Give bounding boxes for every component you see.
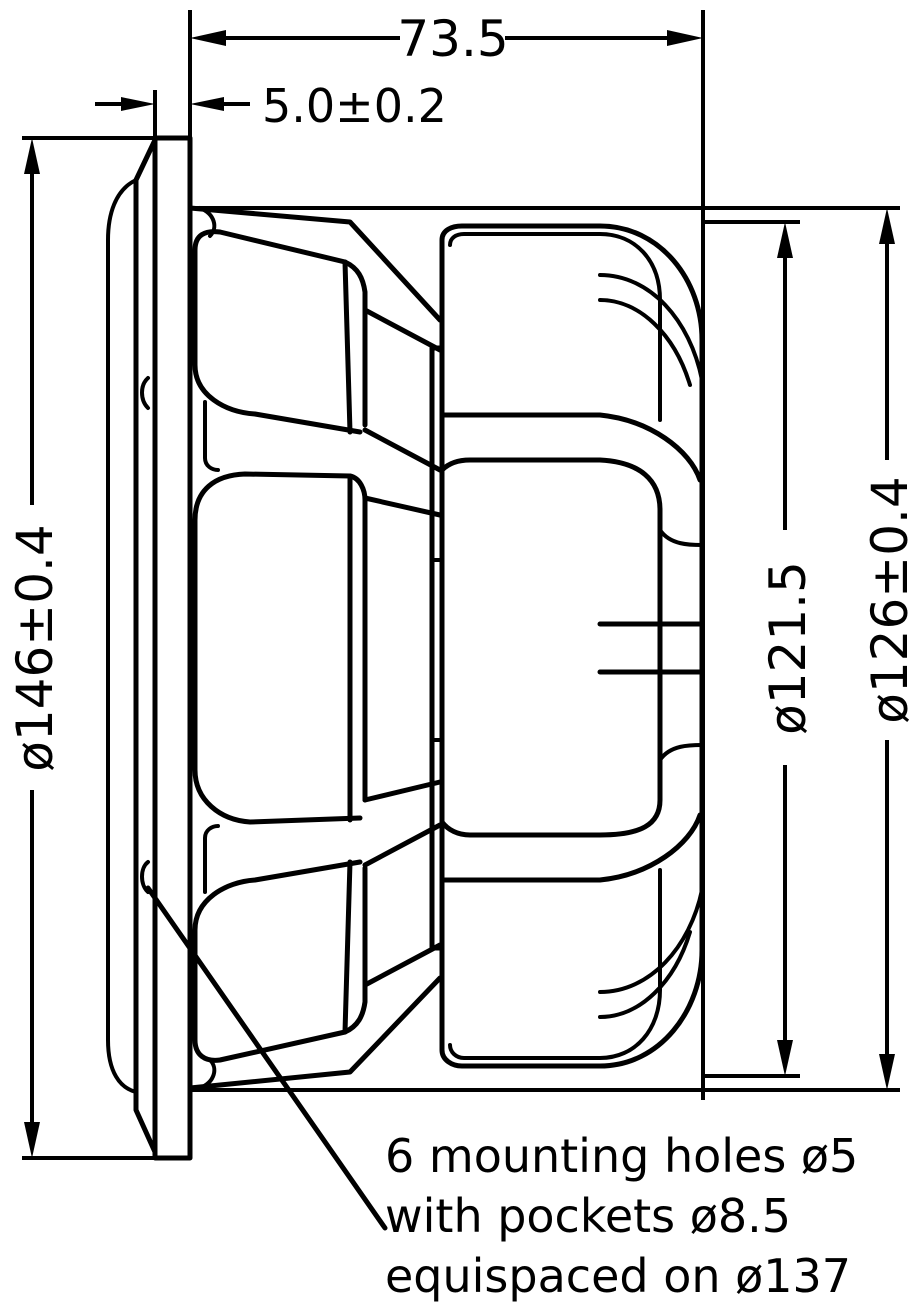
cutout-diameter-label: ø121.5	[759, 561, 817, 735]
magnet-motor	[429, 223, 705, 1069]
basket-frame	[187, 205, 443, 1091]
flange-thickness-label: 5.0±0.2	[262, 79, 447, 133]
mounting-diameter-label: ø126±0.4	[861, 476, 919, 723]
dim-frame-diameter: ø146±0.4	[6, 136, 190, 1160]
dim-cutout-diameter: ø121.5	[702, 220, 817, 1078]
note-line-3: equispaced on ø137	[385, 1249, 851, 1303]
note-line-1: 6 mounting holes ø5	[385, 1129, 858, 1183]
dim-flange-thickness: 5.0±0.2	[95, 79, 447, 138]
dim-overall-depth: 73.5	[188, 10, 705, 1100]
dim-mounting-diameter: ø126±0.4	[190, 206, 919, 1092]
front-flange	[106, 135, 193, 1161]
overall-depth-label: 73.5	[397, 10, 508, 68]
mounting-note: 6 mounting holes ø5 with pockets ø8.5 eq…	[145, 885, 858, 1303]
note-line-2: with pockets ø8.5	[385, 1189, 791, 1243]
frame-diameter-label: ø146±0.4	[6, 524, 64, 771]
